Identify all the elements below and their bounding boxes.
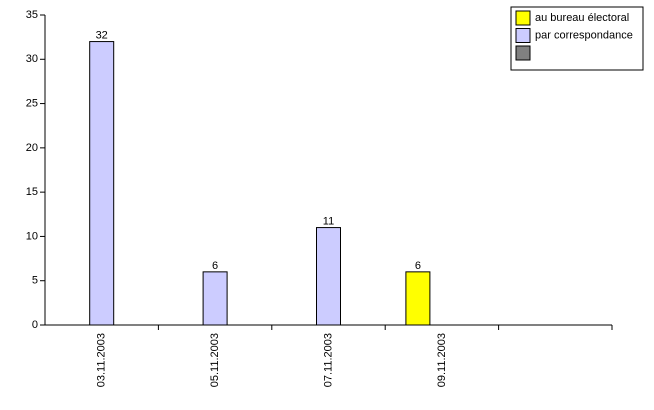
- bar: [202, 271, 228, 326]
- value-label: 32: [96, 29, 108, 41]
- y-tick-label: 5: [32, 275, 38, 287]
- legend-swatch: [515, 45, 531, 61]
- bar: [89, 41, 115, 326]
- x-tick-label: 07.11.2003: [322, 333, 334, 387]
- legend-swatch: [515, 28, 531, 43]
- y-tick-label: 0: [32, 319, 38, 331]
- legend-label: au bureau électoral: [535, 12, 629, 24]
- value-label: 6: [415, 260, 421, 272]
- x-tick-label: 05.11.2003: [209, 333, 221, 387]
- x-tick-label: 09.11.2003: [436, 333, 448, 387]
- value-label: 6: [212, 260, 218, 272]
- y-tick-label: 10: [26, 230, 38, 242]
- y-tick-label: 30: [26, 53, 38, 65]
- x-tick-label: 03.11.2003: [96, 333, 108, 387]
- y-tick-label: 20: [26, 142, 38, 154]
- legend-swatch: [515, 10, 531, 26]
- value-label: 11: [323, 215, 334, 227]
- legend-label: par correspondance: [535, 29, 633, 41]
- y-tick-label: 25: [26, 97, 38, 109]
- y-tick-label: 15: [26, 186, 38, 198]
- bar: [316, 227, 341, 326]
- bar: [405, 271, 431, 326]
- legend-box: [510, 6, 644, 71]
- y-tick-label: 35: [26, 9, 38, 21]
